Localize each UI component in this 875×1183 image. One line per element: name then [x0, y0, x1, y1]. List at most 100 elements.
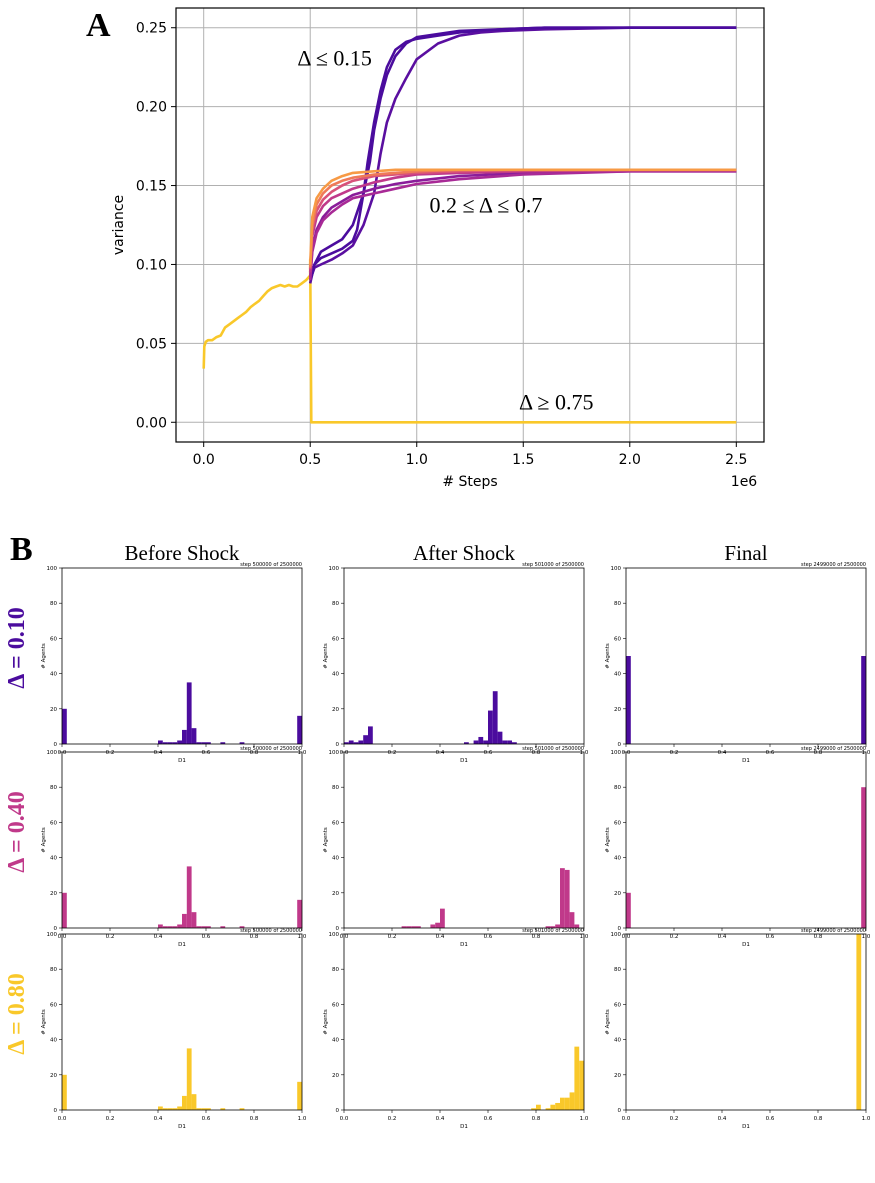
x-tick-label: 1.5 [512, 452, 534, 468]
x-axis-label: D1 [742, 942, 750, 948]
histogram-bar [206, 926, 211, 928]
histogram-bar [196, 926, 202, 928]
y-tick-label: 100 [329, 566, 340, 572]
y-axis-label: # Agents [41, 1009, 47, 1035]
step-text: step 2499000 of 2500000 [801, 928, 866, 934]
x-tick-label: 0.2 [106, 1116, 115, 1122]
x-tick-label: 0.2 [670, 1116, 679, 1122]
histogram-bar [550, 1104, 556, 1110]
x-tick-label: 0.6 [202, 1116, 211, 1122]
histogram-bar [464, 742, 469, 744]
x-tick-label: 0.8 [814, 1116, 823, 1122]
y-tick-label: 60 [50, 820, 57, 826]
y-axis-label: variance [111, 195, 127, 255]
y-tick-label: 20 [50, 891, 57, 897]
row-label: Δ = 0.40 [4, 791, 30, 872]
histogram-bar [492, 691, 498, 744]
histogram-bar [220, 1108, 226, 1110]
histogram-bar [297, 715, 302, 744]
x-tick-label: 0.8 [532, 1116, 541, 1122]
histogram-frame [625, 751, 867, 929]
histogram-bar [167, 742, 173, 744]
histogram-frame [61, 751, 303, 929]
histogram-bar [186, 682, 192, 744]
histogram-bar [512, 742, 517, 744]
histogram-bar [158, 1106, 163, 1110]
series-line-5 [308, 170, 737, 278]
y-tick-label: 60 [50, 1002, 57, 1008]
x-tick-label: 0.2 [670, 934, 679, 940]
series-line-0 [202, 274, 312, 369]
y-tick-label: 40 [614, 672, 621, 678]
y-tick-label: 100 [47, 932, 58, 938]
histogram-bar [353, 742, 359, 744]
histogram-bar [62, 892, 67, 928]
x-axis-label: D1 [178, 942, 186, 948]
y-axis-label: # Agents [323, 643, 329, 669]
y-tick-label: 60 [614, 820, 621, 826]
y-tick-label: 100 [611, 750, 622, 756]
row-label: Δ = 0.10 [4, 607, 30, 688]
histogram-bar [191, 912, 197, 928]
histogram-frame [625, 933, 867, 1111]
histogram-bar [239, 1108, 245, 1110]
histogram-bar [473, 740, 479, 744]
histogram-frame [343, 933, 585, 1111]
y-tick-label: 80 [50, 785, 57, 791]
y-tick-label: 0 [336, 926, 340, 932]
histogram-bar [560, 868, 565, 928]
histogram-bar [560, 1097, 565, 1110]
x-tick-label: 0.6 [484, 750, 493, 756]
x-tick-label: 0.2 [106, 934, 115, 940]
column-title: Final [724, 541, 767, 565]
histogram-bar [162, 742, 168, 744]
y-tick-label: 80 [332, 601, 339, 607]
x-tick-label: 0.4 [718, 750, 727, 756]
x-axis-label: D1 [460, 1124, 468, 1130]
histogram-bar [186, 866, 192, 928]
y-tick-label: 40 [50, 672, 57, 678]
x-axis-label: D1 [178, 1124, 186, 1130]
plot-frame [175, 7, 765, 443]
histogram-bar [172, 1108, 178, 1110]
histogram-bar [579, 1060, 584, 1110]
histogram-bar [191, 1094, 197, 1110]
histogram-bar [358, 740, 364, 744]
x-tick-label: 0.4 [154, 750, 163, 756]
step-text: step 500000 of 2500000 [240, 746, 302, 752]
histogram-bar [574, 924, 580, 928]
step-text: step 2499000 of 2500000 [801, 562, 866, 568]
histogram-bar [182, 729, 187, 744]
histogram-bar [574, 1046, 580, 1110]
histogram-grid: Before Shock After Shock Final Δ = 0.10 Δ = … [4, 541, 871, 1130]
y-tick-label: 60 [332, 820, 339, 826]
histogram-bar [861, 656, 866, 744]
x-tick-label: 0.0 [622, 1116, 631, 1122]
x-tick-label: 0.4 [436, 934, 445, 940]
y-axis-label: # Agents [605, 643, 611, 669]
x-tick-label: 0.8 [250, 934, 259, 940]
histogram-bar [201, 926, 206, 928]
histogram-bar [206, 742, 211, 744]
histogram-bar [162, 1108, 168, 1110]
y-tick-label: 20 [614, 707, 621, 713]
y-tick-label: 0.20 [136, 100, 167, 116]
x-tick-label: 0.4 [154, 1116, 163, 1122]
y-tick-label: 0 [54, 742, 58, 748]
histogram-bar [239, 926, 245, 928]
histogram-bar [507, 740, 512, 744]
histogram-bar [206, 1108, 211, 1110]
x-tick-label: 0.6 [484, 934, 493, 940]
y-tick-label: 80 [614, 601, 621, 607]
histogram-bar [550, 926, 556, 928]
histogram-bar [406, 926, 412, 928]
x-tick-label: 0.2 [388, 1116, 397, 1122]
histogram-bar [555, 924, 560, 928]
y-tick-label: 40 [50, 1038, 57, 1044]
histogram-bar [569, 1092, 575, 1110]
histogram-frame [61, 567, 303, 745]
x-tick-label: 0.6 [766, 934, 775, 940]
